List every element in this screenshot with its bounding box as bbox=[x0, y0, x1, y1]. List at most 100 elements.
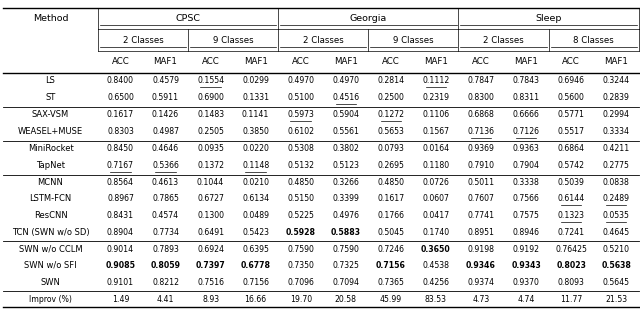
Text: 0.7167: 0.7167 bbox=[107, 161, 134, 170]
Text: 0.1740: 0.1740 bbox=[422, 228, 449, 237]
Text: 0.1272: 0.1272 bbox=[378, 110, 404, 119]
Text: 0.4976: 0.4976 bbox=[332, 211, 359, 220]
Text: MAF1: MAF1 bbox=[424, 57, 448, 66]
Text: 0.8967: 0.8967 bbox=[107, 194, 134, 203]
Text: 0.5517: 0.5517 bbox=[557, 127, 584, 136]
Text: 19.70: 19.70 bbox=[290, 295, 312, 304]
Text: 0.9014: 0.9014 bbox=[107, 244, 134, 254]
Text: 0.0726: 0.0726 bbox=[422, 178, 449, 187]
Text: 0.4970: 0.4970 bbox=[287, 76, 314, 85]
Text: 0.5928: 0.5928 bbox=[285, 228, 316, 237]
Text: 0.6500: 0.6500 bbox=[107, 93, 134, 102]
Text: 0.1483: 0.1483 bbox=[197, 110, 224, 119]
Text: 0.6134: 0.6134 bbox=[242, 194, 269, 203]
Text: 0.5771: 0.5771 bbox=[557, 110, 584, 119]
Text: 0.7566: 0.7566 bbox=[513, 194, 540, 203]
Text: MCNN: MCNN bbox=[38, 178, 63, 187]
Text: 0.5561: 0.5561 bbox=[332, 127, 359, 136]
Text: 0.3802: 0.3802 bbox=[332, 144, 359, 153]
Text: 0.6868: 0.6868 bbox=[468, 110, 495, 119]
Text: 20.58: 20.58 bbox=[335, 295, 356, 304]
Text: 0.7865: 0.7865 bbox=[152, 194, 179, 203]
Text: 0.3334: 0.3334 bbox=[603, 127, 630, 136]
Text: TCN (SWN w/o SD): TCN (SWN w/o SD) bbox=[12, 228, 90, 237]
Text: 0.7156: 0.7156 bbox=[376, 261, 406, 270]
Text: 0.8431: 0.8431 bbox=[107, 211, 134, 220]
Text: 9 Classes: 9 Classes bbox=[213, 36, 253, 45]
Text: 0.5911: 0.5911 bbox=[152, 93, 179, 102]
Text: 0.0164: 0.0164 bbox=[422, 144, 449, 153]
Text: 21.53: 21.53 bbox=[605, 295, 627, 304]
Text: 0.76425: 0.76425 bbox=[555, 244, 587, 254]
Text: MAF1: MAF1 bbox=[334, 57, 358, 66]
Text: 0.0793: 0.0793 bbox=[378, 144, 404, 153]
Text: 0.7241: 0.7241 bbox=[557, 228, 585, 237]
Text: 0.7575: 0.7575 bbox=[513, 211, 540, 220]
Text: 0.8946: 0.8946 bbox=[513, 228, 540, 237]
Text: 0.5308: 0.5308 bbox=[287, 144, 314, 153]
Text: 0.1180: 0.1180 bbox=[422, 161, 449, 170]
Text: 0.4613: 0.4613 bbox=[152, 178, 179, 187]
Text: ST: ST bbox=[45, 93, 56, 102]
Text: 0.9343: 0.9343 bbox=[511, 261, 541, 270]
Text: 0.7910: 0.7910 bbox=[467, 161, 495, 170]
Text: 0.4516: 0.4516 bbox=[332, 93, 359, 102]
Text: ACC: ACC bbox=[292, 57, 310, 66]
Text: 0.4211: 0.4211 bbox=[603, 144, 630, 153]
Text: 0.7096: 0.7096 bbox=[287, 278, 314, 287]
Text: 0.1323: 0.1323 bbox=[557, 211, 584, 220]
Text: 0.6727: 0.6727 bbox=[197, 194, 224, 203]
Text: 0.1766: 0.1766 bbox=[378, 211, 404, 220]
Text: 1.49: 1.49 bbox=[112, 295, 129, 304]
Text: ResCNN: ResCNN bbox=[34, 211, 67, 220]
Text: 0.5100: 0.5100 bbox=[287, 93, 314, 102]
Text: Sleep: Sleep bbox=[536, 14, 562, 23]
Text: 0.5150: 0.5150 bbox=[287, 194, 314, 203]
Text: 0.2775: 0.2775 bbox=[603, 161, 630, 170]
Text: 0.5039: 0.5039 bbox=[557, 178, 584, 187]
Text: 16.66: 16.66 bbox=[244, 295, 267, 304]
Text: 0.7590: 0.7590 bbox=[332, 244, 359, 254]
Text: 8.93: 8.93 bbox=[202, 295, 219, 304]
Text: 2 Classes: 2 Classes bbox=[483, 36, 524, 45]
Text: LS: LS bbox=[45, 76, 56, 85]
Text: 0.5366: 0.5366 bbox=[152, 161, 179, 170]
Text: 9 Classes: 9 Classes bbox=[393, 36, 434, 45]
Text: 0.8023: 0.8023 bbox=[556, 261, 586, 270]
Text: 0.7365: 0.7365 bbox=[378, 278, 404, 287]
Text: 0.9085: 0.9085 bbox=[106, 261, 136, 270]
Text: 0.1112: 0.1112 bbox=[422, 76, 449, 85]
Text: 0.5904: 0.5904 bbox=[332, 110, 359, 119]
Text: ACC: ACC bbox=[382, 57, 400, 66]
Text: 0.6778: 0.6778 bbox=[241, 261, 271, 270]
Text: 0.0535: 0.0535 bbox=[603, 211, 630, 220]
Text: 0.8303: 0.8303 bbox=[107, 127, 134, 136]
Text: 45.99: 45.99 bbox=[380, 295, 402, 304]
Text: 0.2489: 0.2489 bbox=[603, 194, 630, 203]
Text: ACC: ACC bbox=[472, 57, 490, 66]
Text: 0.4987: 0.4987 bbox=[152, 127, 179, 136]
Text: SWN w/o CCLM: SWN w/o CCLM bbox=[19, 244, 83, 254]
Text: 0.7904: 0.7904 bbox=[513, 161, 540, 170]
Text: 0.4850: 0.4850 bbox=[287, 178, 314, 187]
Text: 0.1044: 0.1044 bbox=[197, 178, 224, 187]
Text: 0.5210: 0.5210 bbox=[603, 244, 630, 254]
Text: 0.5600: 0.5600 bbox=[557, 93, 584, 102]
Text: 0.8904: 0.8904 bbox=[107, 228, 134, 237]
Text: 0.7893: 0.7893 bbox=[152, 244, 179, 254]
Text: 0.8212: 0.8212 bbox=[152, 278, 179, 287]
Text: 0.5645: 0.5645 bbox=[603, 278, 630, 287]
Text: 11.77: 11.77 bbox=[560, 295, 582, 304]
Text: 0.7397: 0.7397 bbox=[196, 261, 225, 270]
Text: 0.1300: 0.1300 bbox=[197, 211, 224, 220]
Text: 0.4574: 0.4574 bbox=[152, 211, 179, 220]
Text: SWN w/o SFI: SWN w/o SFI bbox=[24, 261, 77, 270]
Text: ACC: ACC bbox=[563, 57, 580, 66]
Text: 0.1372: 0.1372 bbox=[197, 161, 224, 170]
Text: 0.4579: 0.4579 bbox=[152, 76, 179, 85]
Text: 0.6900: 0.6900 bbox=[197, 93, 224, 102]
Text: 0.7516: 0.7516 bbox=[197, 278, 224, 287]
Text: MAF1: MAF1 bbox=[154, 57, 177, 66]
Text: 83.53: 83.53 bbox=[425, 295, 447, 304]
Text: 0.1617: 0.1617 bbox=[378, 194, 404, 203]
